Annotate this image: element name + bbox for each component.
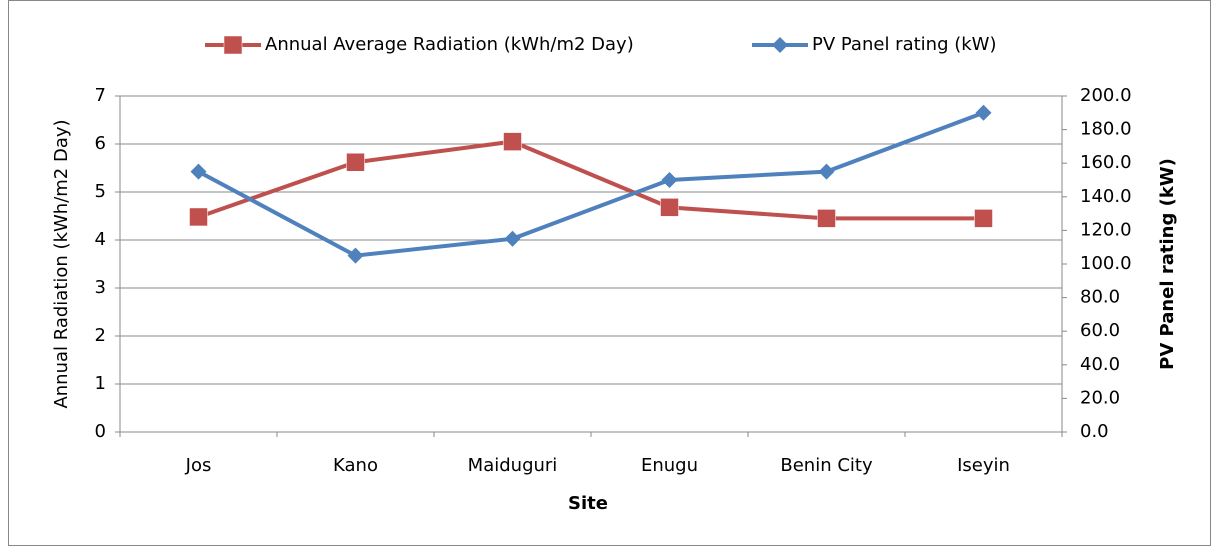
y2-axis-title: PV Panel rating (kW) [1157,158,1178,370]
legend-label: Annual Average Radiation (kWh/m2 Day) [265,34,634,55]
data-point [503,132,522,151]
y2-tick-label: 180.0 [1080,119,1132,140]
y-axis-title: Annual Radiation (kWh/m2 Day) [51,119,72,408]
data-point [189,207,208,227]
x-tick-label: Jos [185,455,212,476]
chart-frame [8,0,1211,546]
data-point [660,198,679,217]
y2-tick-label: 100.0 [1080,253,1132,274]
x-tick-label: Benin City [780,455,873,476]
y2-tick-label: 200.0 [1080,85,1132,106]
y2-tick-label: 80.0 [1080,287,1120,308]
y-tick-label: 2 [95,325,106,346]
y-tick-label: 5 [95,181,106,202]
data-point [975,104,992,121]
y2-tick-label: 120.0 [1080,219,1132,240]
data-point [818,163,835,180]
legend-marker [223,35,243,55]
x-tick-label: Kano [333,455,378,476]
y2-tick-label: 60.0 [1080,320,1120,341]
legend-label: PV Panel rating (kW) [812,34,996,55]
y2-tick-label: 0.0 [1080,421,1109,442]
data-point [347,247,364,264]
legend-marker [772,37,788,53]
data-point [504,230,521,247]
x-tick-label: Maiduguri [468,455,558,476]
y-tick-label: 4 [95,229,106,250]
y2-tick-label: 40.0 [1080,354,1120,375]
data-point [661,172,678,188]
data-point [817,209,836,228]
x-tick-label: Enugu [641,455,698,476]
data-point [190,163,207,180]
y-tick-label: 3 [95,277,106,298]
x-axis-title: Site [568,493,608,514]
y2-tick-label: 160.0 [1080,152,1132,173]
y2-tick-label: 20.0 [1080,387,1120,408]
y-tick-label: 7 [95,85,106,106]
y-tick-label: 1 [95,373,106,394]
series-line [197,110,985,258]
data-point [974,209,993,228]
data-point [346,152,365,172]
series-line [197,139,984,221]
y-tick-label: 0 [95,421,106,442]
x-tick-label: Iseyin [957,455,1010,476]
y2-tick-label: 140.0 [1080,186,1132,207]
y-tick-label: 6 [95,133,106,154]
